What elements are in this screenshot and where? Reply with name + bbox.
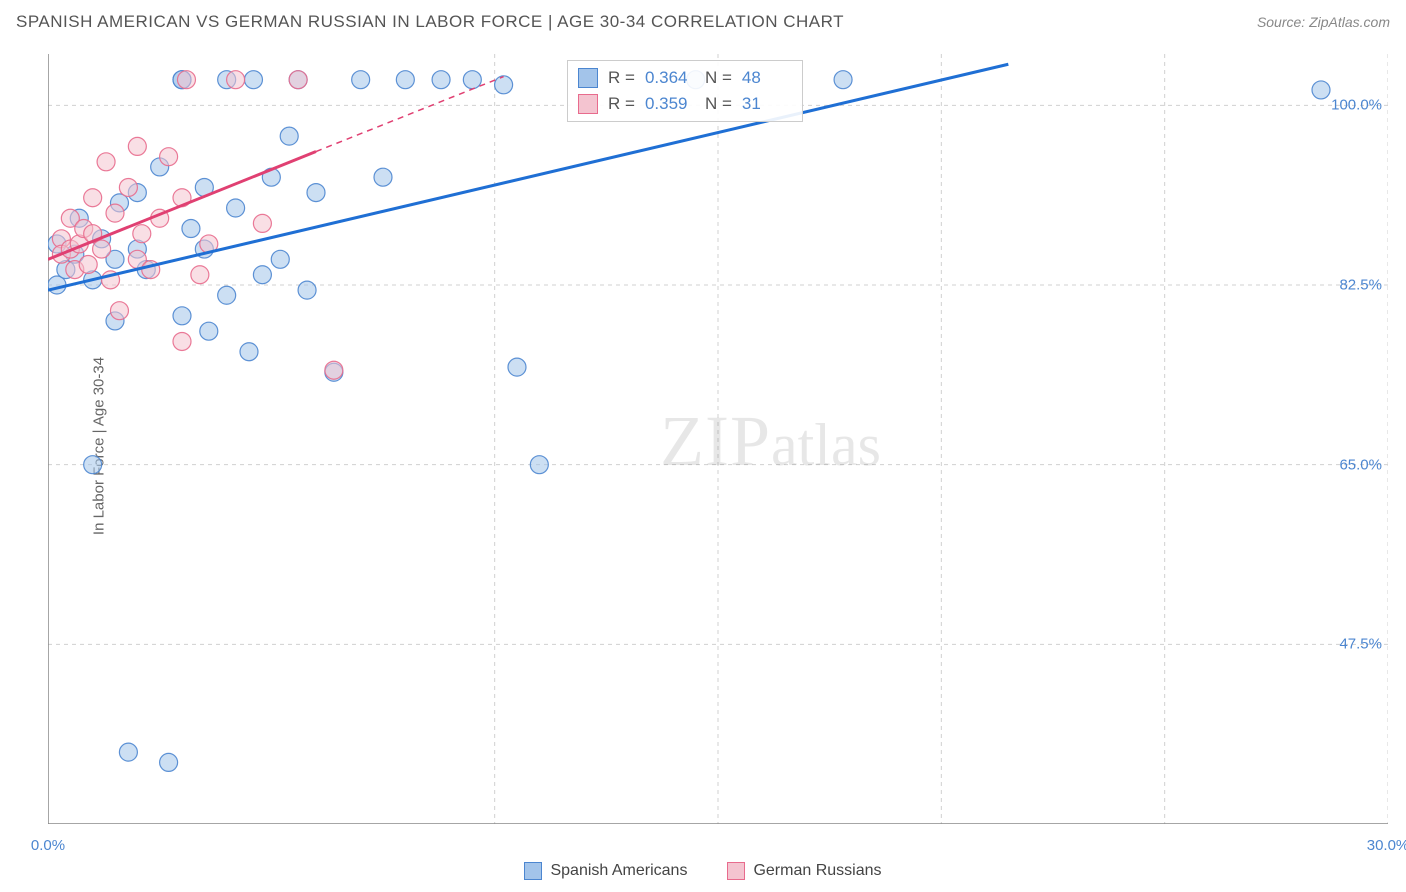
- corr-label: R =: [608, 94, 635, 114]
- y-tick-label: 65.0%: [1339, 456, 1382, 473]
- corr-label: N =: [705, 68, 732, 88]
- chart-area: 47.5%65.0%82.5%100.0%0.0%30.0%: [48, 54, 1388, 824]
- corr-legend-row: R = 0.364 N = 48: [578, 65, 792, 91]
- corr-label: R =: [608, 68, 635, 88]
- x-tick-label: 0.0%: [31, 837, 65, 854]
- corr-n-value: 48: [742, 68, 792, 88]
- legend-swatch: [727, 862, 745, 880]
- corr-swatch: [578, 94, 598, 114]
- y-tick-label: 100.0%: [1331, 97, 1382, 114]
- legend-item: German Russians: [727, 862, 881, 880]
- corr-legend-row: R = 0.359 N = 31: [578, 91, 792, 117]
- legend-label: German Russians: [753, 862, 881, 880]
- corr-r-value: 0.359: [645, 94, 695, 114]
- y-tick-label: 82.5%: [1339, 277, 1382, 294]
- legend-swatch: [524, 862, 542, 880]
- source-label: Source: ZipAtlas.com: [1257, 14, 1390, 30]
- header: SPANISH AMERICAN VS GERMAN RUSSIAN IN LA…: [0, 0, 1406, 44]
- y-tick-label: 47.5%: [1339, 636, 1382, 653]
- corr-n-value: 31: [742, 94, 792, 114]
- bottom-legend: Spanish Americans German Russians: [0, 862, 1406, 880]
- corr-swatch: [578, 68, 598, 88]
- corr-r-value: 0.364: [645, 68, 695, 88]
- legend-item: Spanish Americans: [524, 862, 687, 880]
- corr-label: N =: [705, 94, 732, 114]
- correlation-legend: R = 0.364 N = 48 R = 0.359 N = 31: [567, 60, 803, 122]
- x-tick-label: 30.0%: [1367, 837, 1406, 854]
- scatter-chart-svg: [48, 54, 1388, 824]
- legend-label: Spanish Americans: [550, 862, 687, 880]
- chart-title: SPANISH AMERICAN VS GERMAN RUSSIAN IN LA…: [16, 12, 844, 32]
